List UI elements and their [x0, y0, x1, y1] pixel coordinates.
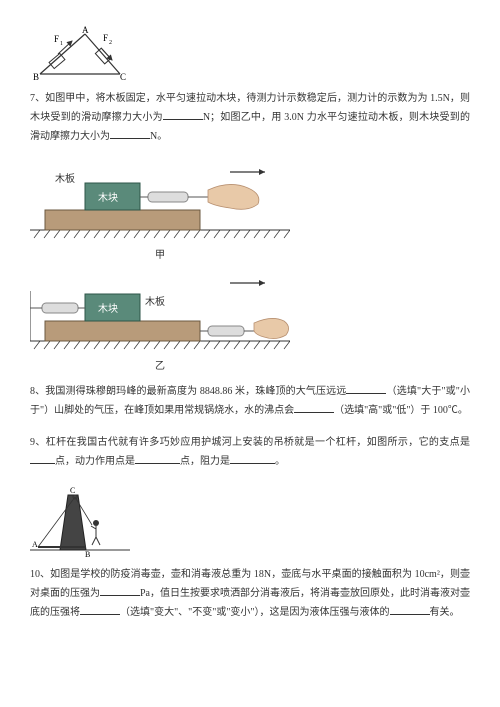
label-c-bridge: C — [70, 486, 75, 495]
caption-yi: 乙 — [30, 358, 290, 376]
problem-9: 9、杠杆在我国古代就有许多巧妙应用护城河上安装的吊桥就是一个杠杆，如图所示，它的… — [30, 434, 470, 471]
blank-8b — [294, 401, 334, 413]
label-f1: F — [54, 34, 59, 44]
blank-7a — [163, 108, 203, 120]
figure-jia: 木块 木板 甲 — [30, 160, 470, 265]
blank-9a — [30, 452, 55, 464]
problem-7-text: 7、如图甲中，将木板固定，水平匀速拉动木块，待测力计示数稳定后，测力计的示数为为… — [30, 90, 470, 146]
blank-9c — [230, 452, 275, 464]
problem-10-text: 10、如图是学校的防疫消毒壶，壶和消毒液总重为 18N，壶底与水平桌面的接触面积… — [30, 566, 470, 622]
p9-d: 。 — [275, 456, 285, 467]
p8-a: 我国测得珠穆朗玛峰的最新高度为 8848.86 米，珠峰顶的大气压远远 — [45, 386, 346, 397]
label-f2: F — [103, 33, 108, 43]
blank-10c — [390, 603, 430, 615]
p9-a: 杠杆在我国古代就有许多巧妙应用护城河上安装的吊桥就是一个杠杆，如图所示，它的支点… — [46, 437, 470, 448]
svg-text:2: 2 — [109, 40, 112, 46]
blank-9b — [135, 452, 180, 464]
caption-jia: 甲 — [30, 247, 290, 265]
problem-10: 10、如图是学校的防疫消毒壶，壶和消毒液总重为 18N，壶底与水平桌面的接触面积… — [30, 566, 470, 622]
blank-10a — [100, 584, 140, 596]
figure-yi: 木块 木板 乙 — [30, 271, 470, 376]
blank-8a — [346, 382, 386, 394]
figure-drawbridge: C A B — [30, 485, 470, 560]
label-block-jia: 木块 — [98, 192, 118, 204]
p9-num: 9、 — [30, 437, 46, 448]
p10-num: 10、 — [30, 569, 50, 580]
label-b-bridge: B — [85, 550, 90, 559]
problem-7: 7、如图甲中，将木板固定，水平匀速拉动木块，待测力计示数稳定后，测力计的示数为为… — [30, 90, 470, 146]
p8-c: （选填"高"或"低"）于 100℃。 — [334, 405, 468, 416]
p9-c: 点，阻力是 — [180, 456, 230, 467]
label-block-yi: 木块 — [98, 303, 118, 315]
svg-text:1: 1 — [60, 41, 63, 47]
p7-num: 7、 — [30, 93, 45, 104]
problem-8-text: 8、我国测得珠穆朗玛峰的最新高度为 8848.86 米，珠峰顶的大气压远远 （选填… — [30, 382, 470, 420]
problem-9-text: 9、杠杆在我国古代就有许多巧妙应用护城河上安装的吊桥就是一个杠杆，如图所示，它的… — [30, 434, 470, 471]
figure-triangle: F1 F2 A B C — [30, 24, 470, 84]
label-board-yi: 木板 — [145, 295, 165, 308]
p9-b: 点，动力作用点是 — [55, 456, 135, 467]
p10-c: （选填"变大"、"不变"或"变小"），这是因为液体压强与液体的 — [120, 607, 390, 618]
blank-7b — [110, 127, 150, 139]
label-a-bridge: A — [32, 540, 38, 549]
problem-8: 8、我国测得珠穆朗玛峰的最新高度为 8848.86 米，珠峰顶的大气压远远 （选填… — [30, 382, 470, 420]
label-a: A — [82, 25, 89, 35]
label-c: C — [120, 72, 126, 82]
label-b: B — [33, 72, 39, 82]
p10-d: 有关。 — [430, 607, 460, 618]
blank-10b — [80, 603, 120, 615]
p7-c: N。 — [150, 131, 167, 142]
p8-num: 8、 — [30, 386, 45, 397]
label-board-jia: 木板 — [55, 172, 75, 185]
